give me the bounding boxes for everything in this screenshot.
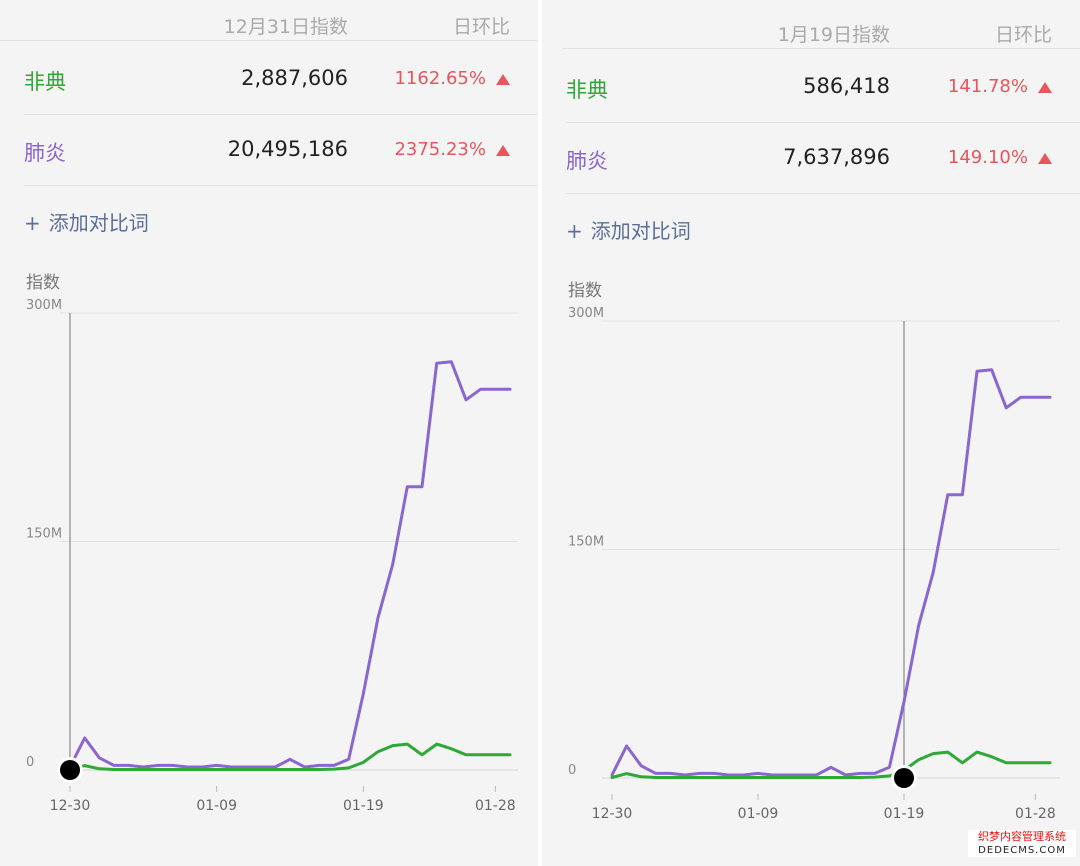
panel-left: 12月31日指数 日环比 非典 2,887,606 1162.65% 肺炎 20…: [0, 0, 538, 866]
date-index-header: 1月19日指数: [777, 24, 890, 46]
change-percent: 149.10%: [947, 147, 1028, 168]
y-tick-label: 300M: [568, 306, 604, 321]
index-trend-chart[interactable]: 0 150M 300M 12-30 01-09 01-19 01-28: [0, 290, 538, 830]
y-tick-label: 300M: [26, 298, 62, 313]
x-tick-label: 01-09: [196, 798, 237, 814]
hover-dot: [60, 760, 80, 780]
panel-right: 1月19日指数 日环比 非典 586,418 141.78% 肺炎 7,637,…: [542, 0, 1080, 866]
index-value: 7,637,896: [783, 145, 890, 169]
watermark-logo: 织梦内容管理系统 DEDECMS.COM: [968, 830, 1076, 857]
y-axis-title: 指数: [568, 281, 602, 301]
day-ratio-header: 日环比: [994, 24, 1052, 46]
term-row-feiyan[interactable]: 肺炎 20,495,186 2375.23%: [24, 115, 538, 186]
plus-icon: +: [566, 219, 583, 243]
x-tick-label: 01-28: [475, 798, 516, 814]
change-percent: 2375.23%: [394, 139, 486, 160]
y-tick-label: 0: [568, 763, 576, 778]
term-row-feidian[interactable]: 非典 586,418 141.78%: [566, 52, 1080, 123]
x-tick-label: 12-30: [50, 798, 91, 814]
term-label: 非典: [24, 70, 66, 94]
x-tick-label: 01-19: [343, 798, 384, 814]
y-tick-label: 150M: [26, 527, 62, 542]
change-percent: 141.78%: [947, 76, 1028, 97]
term-label: 肺炎: [566, 149, 608, 173]
index-value: 586,418: [803, 74, 890, 98]
index-value: 2,887,606: [241, 66, 348, 90]
add-compare-button[interactable]: + 添加对比词: [566, 215, 691, 244]
date-index-header: 12月31日指数: [223, 16, 348, 38]
term-row-feiyan[interactable]: 肺炎 7,637,896 149.10%: [566, 123, 1080, 194]
x-tick-label: 01-19: [884, 806, 925, 822]
x-tick-label: 12-30: [592, 806, 633, 822]
x-tick-label: 01-28: [1015, 806, 1056, 822]
change-percent: 1162.65%: [394, 68, 486, 89]
y-axis-title: 指数: [26, 273, 60, 293]
up-arrow-icon: [496, 145, 510, 156]
up-arrow-icon: [1038, 82, 1052, 93]
hover-dot: [894, 768, 914, 788]
series-line-非典: [610, 750, 1052, 779]
y-tick-label: 150M: [568, 535, 604, 550]
up-arrow-icon: [496, 74, 510, 85]
day-ratio-header: 日环比: [452, 16, 510, 38]
plus-icon: +: [24, 211, 41, 235]
term-row-feidian[interactable]: 非典 2,887,606 1162.65%: [24, 44, 538, 115]
watermark-text: 织梦内容管理系统: [978, 830, 1066, 843]
add-compare-label: 添加对比词: [590, 219, 691, 243]
index-value: 20,495,186: [227, 137, 348, 161]
series-line-非典: [68, 742, 512, 771]
table-header: 1月19日指数 日环比: [562, 8, 1080, 49]
index-trend-chart[interactable]: 0 150M 300M 12-30 01-09 01-19 01-28: [542, 298, 1080, 838]
add-compare-label: 添加对比词: [48, 211, 149, 235]
term-label: 非典: [566, 78, 608, 102]
table-header: 12月31日指数 日环比: [0, 0, 538, 41]
term-label: 肺炎: [24, 141, 66, 165]
y-tick-label: 0: [26, 755, 34, 770]
series-line-肺炎: [68, 360, 512, 769]
add-compare-button[interactable]: + 添加对比词: [24, 207, 149, 236]
watermark-url: DEDECMS.COM: [978, 845, 1066, 856]
x-tick-label: 01-09: [738, 806, 779, 822]
series-line-肺炎: [610, 368, 1052, 777]
up-arrow-icon: [1038, 153, 1052, 164]
